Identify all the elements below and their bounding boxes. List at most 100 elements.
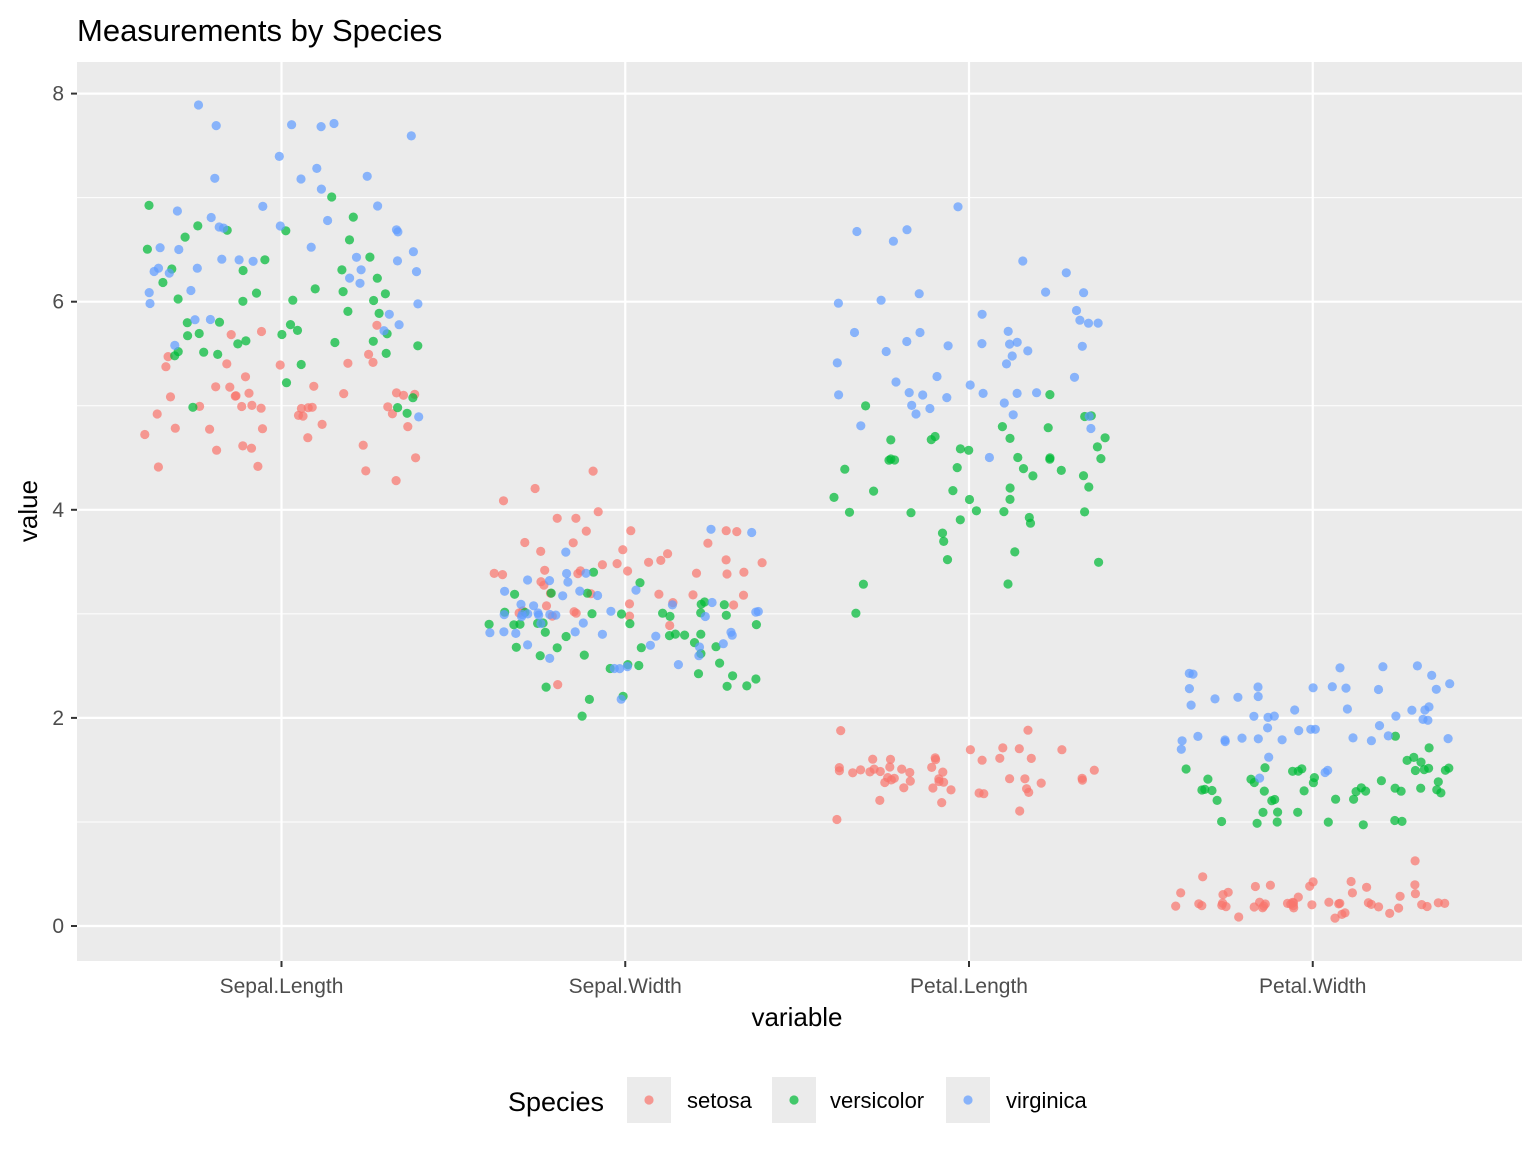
data-point-setosa bbox=[343, 358, 353, 368]
data-point-virginica bbox=[902, 336, 912, 347]
data-point-virginica bbox=[942, 393, 952, 403]
data-point-versicolor bbox=[1273, 807, 1283, 817]
data-point-virginica bbox=[275, 221, 285, 231]
data-point-versicolor bbox=[343, 306, 353, 316]
data-point-versicolor bbox=[955, 515, 965, 525]
data-point-versicolor bbox=[260, 255, 270, 265]
data-point-virginica bbox=[1263, 723, 1273, 733]
data-point-virginica bbox=[1383, 731, 1393, 741]
data-point-virginica bbox=[562, 568, 572, 579]
data-point-versicolor bbox=[515, 619, 525, 629]
data-point-setosa bbox=[703, 538, 713, 548]
x-axis-title: variable bbox=[751, 1002, 842, 1032]
data-point-setosa bbox=[1194, 899, 1204, 909]
data-point-versicolor bbox=[1397, 816, 1407, 827]
data-point-virginica bbox=[1253, 682, 1263, 692]
data-point-versicolor bbox=[541, 682, 551, 692]
data-point-versicolor bbox=[1351, 787, 1361, 797]
data-point-versicolor bbox=[711, 642, 721, 652]
data-point-setosa bbox=[998, 743, 1008, 753]
data-point-versicolor bbox=[1331, 794, 1341, 804]
data-point-setosa bbox=[540, 565, 550, 575]
data-point-setosa bbox=[938, 767, 948, 777]
data-point-versicolor bbox=[277, 329, 287, 340]
data-point-versicolor bbox=[1092, 442, 1102, 452]
data-point-versicolor bbox=[658, 608, 668, 618]
data-point-virginica bbox=[312, 163, 322, 173]
data-point-versicolor bbox=[886, 435, 896, 445]
data-point-versicolor bbox=[1299, 786, 1309, 796]
data-point-virginica bbox=[1071, 305, 1082, 316]
data-point-virginica bbox=[153, 263, 164, 273]
data-point-versicolor bbox=[636, 643, 646, 653]
data-point-versicolor bbox=[1390, 731, 1400, 741]
data-point-virginica bbox=[631, 585, 641, 595]
data-point-virginica bbox=[511, 628, 521, 639]
data-point-virginica bbox=[673, 660, 684, 670]
data-point-versicolor bbox=[1424, 743, 1434, 753]
data-point-virginica bbox=[747, 527, 757, 538]
data-point-virginica bbox=[932, 371, 942, 382]
data-point-setosa bbox=[303, 433, 313, 443]
data-point-setosa bbox=[553, 680, 563, 690]
data-point-setosa bbox=[411, 453, 421, 463]
data-point-setosa bbox=[212, 445, 222, 455]
data-point-virginica bbox=[622, 662, 633, 672]
data-point-virginica bbox=[581, 568, 591, 578]
data-point-versicolor bbox=[296, 359, 306, 370]
data-point-versicolor bbox=[327, 192, 337, 202]
data-point-virginica bbox=[1323, 765, 1333, 776]
data-point-virginica bbox=[570, 627, 580, 637]
data-point-setosa bbox=[721, 555, 731, 565]
chart-title: Measurements by Species bbox=[77, 13, 442, 48]
data-point-setosa bbox=[140, 429, 150, 440]
data-point-versicolor bbox=[144, 200, 154, 210]
data-point-setosa bbox=[995, 753, 1005, 763]
data-point-versicolor bbox=[1203, 774, 1213, 784]
data-point-versicolor bbox=[546, 588, 556, 598]
data-point-virginica bbox=[563, 577, 573, 587]
data-point-virginica bbox=[1220, 737, 1230, 747]
data-point-setosa bbox=[1259, 901, 1269, 911]
data-point-virginica bbox=[1032, 388, 1042, 398]
data-point-versicolor bbox=[1390, 815, 1400, 826]
data-point-versicolor bbox=[1181, 764, 1191, 774]
data-point-virginica bbox=[210, 173, 220, 183]
data-point-setosa bbox=[886, 775, 897, 785]
data-point-versicolor bbox=[1045, 453, 1055, 463]
data-point-versicolor bbox=[288, 295, 298, 305]
legend-label-setosa: setosa bbox=[687, 1088, 753, 1113]
data-point-setosa bbox=[1026, 753, 1036, 764]
data-point-virginica bbox=[205, 314, 215, 325]
data-point-virginica bbox=[234, 255, 244, 265]
data-point-setosa bbox=[927, 762, 937, 773]
data-point-virginica bbox=[849, 327, 860, 338]
data-point-virginica bbox=[1424, 702, 1434, 712]
data-point-virginica bbox=[1186, 700, 1196, 710]
data-point-versicolor bbox=[1096, 454, 1106, 464]
data-point-setosa bbox=[623, 566, 633, 576]
data-point-virginica bbox=[1012, 337, 1022, 347]
data-point-setosa bbox=[930, 753, 940, 763]
data-point-virginica bbox=[192, 263, 202, 273]
data-point-versicolor bbox=[194, 328, 204, 339]
data-point-versicolor bbox=[281, 378, 292, 388]
y-axis: 0 2 4 6 8 bbox=[52, 83, 77, 938]
y-tick-label: 8 bbox=[52, 83, 64, 106]
data-point-virginica bbox=[616, 694, 626, 704]
data-point-versicolor bbox=[696, 599, 706, 609]
data-point-versicolor bbox=[1444, 763, 1454, 773]
data-point-virginica bbox=[1269, 711, 1279, 721]
data-point-virginica bbox=[606, 606, 616, 616]
data-point-setosa bbox=[317, 419, 327, 429]
plot-panel bbox=[77, 62, 1522, 961]
data-point-virginica bbox=[1391, 711, 1401, 721]
data-point-virginica bbox=[1083, 318, 1094, 328]
data-point-versicolor bbox=[1217, 816, 1227, 827]
data-point-virginica bbox=[1237, 733, 1247, 743]
x-tick-label: Sepal.Length bbox=[220, 975, 344, 998]
data-point-setosa bbox=[165, 392, 176, 402]
data-point-setosa bbox=[691, 568, 702, 578]
data-point-versicolor bbox=[719, 600, 729, 610]
data-point-virginica bbox=[155, 243, 165, 253]
